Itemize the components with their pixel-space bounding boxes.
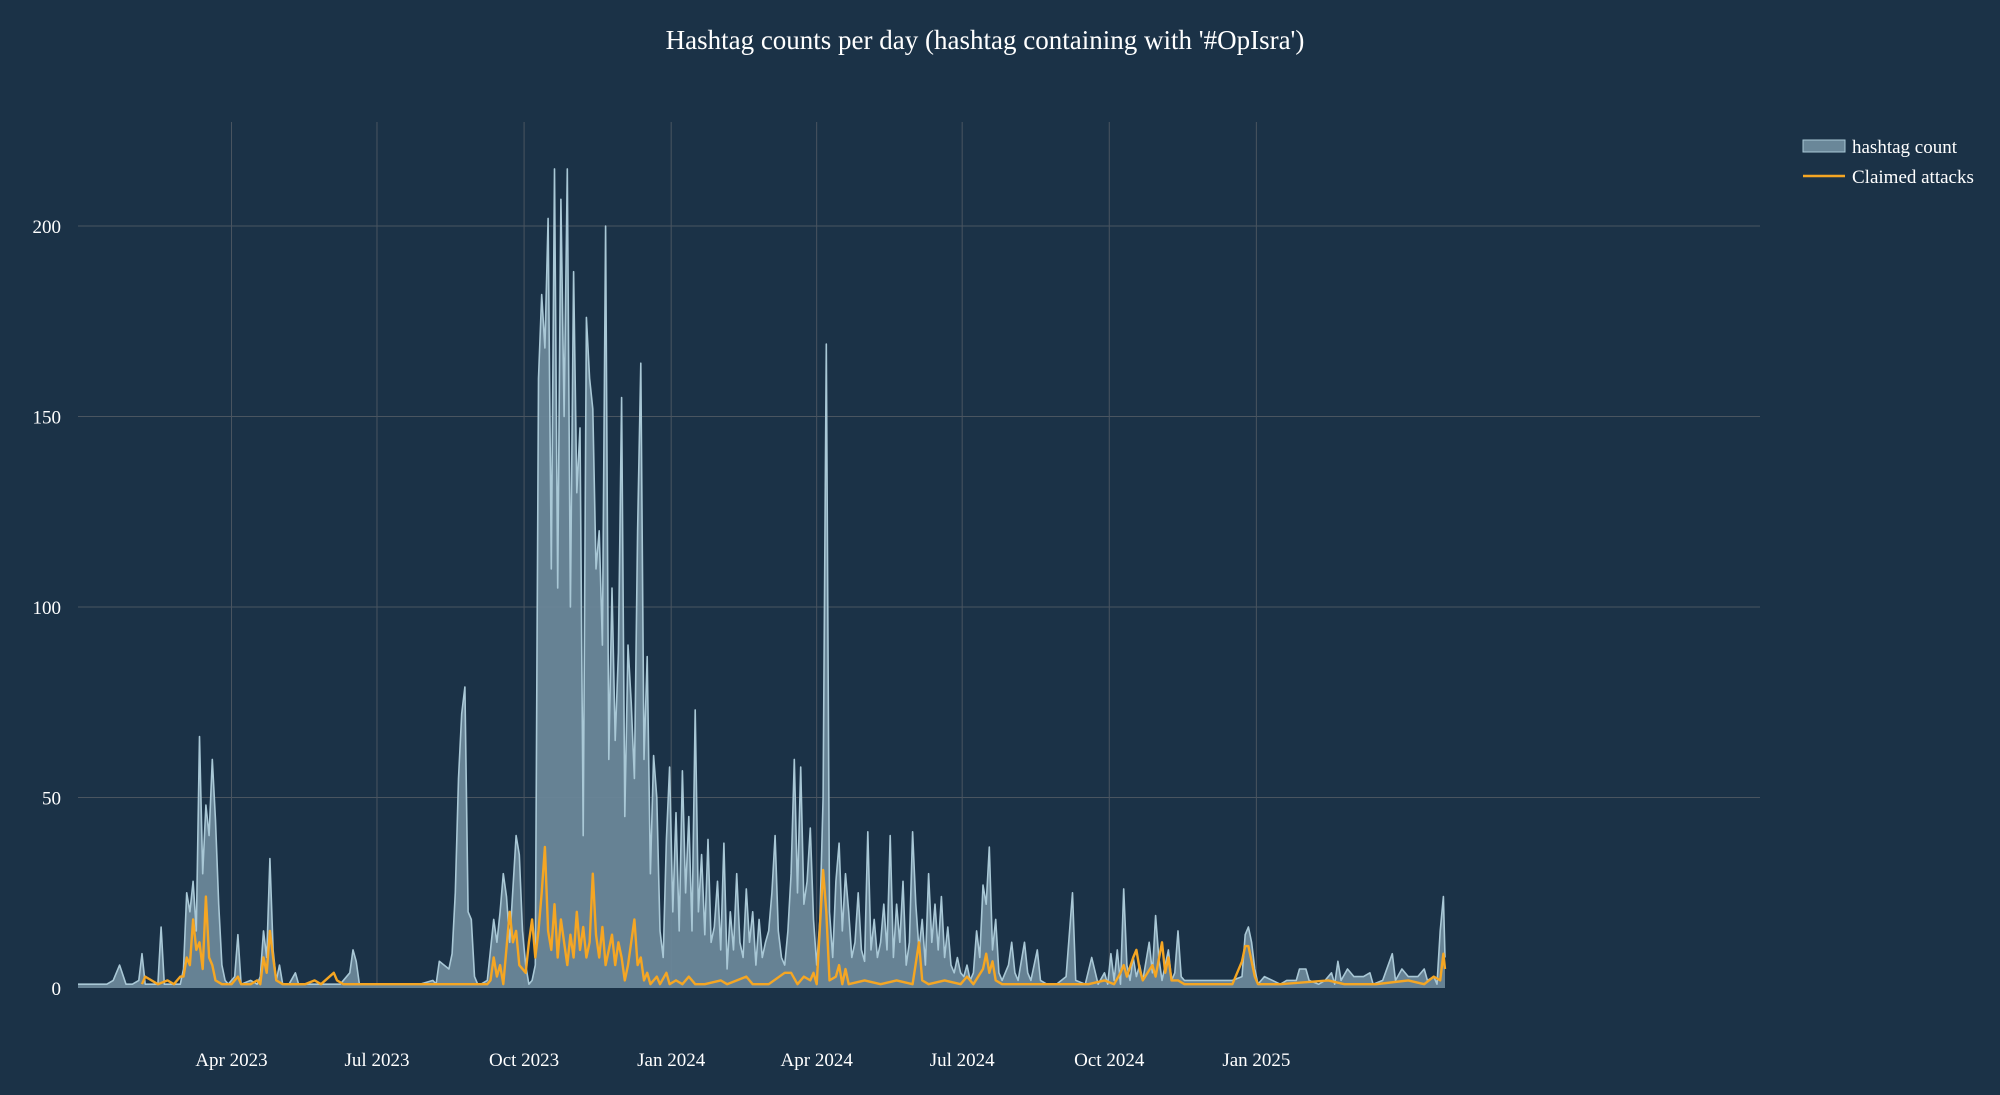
hashtag-count-area <box>78 168 1445 988</box>
series-layer <box>78 168 1447 988</box>
x-tick-label: Oct 2023 <box>489 1050 559 1071</box>
legend-label-claimed-attacks: Claimed attacks <box>1852 167 1974 188</box>
y-tick-label: 50 <box>42 789 61 810</box>
chart-title: Hashtag counts per day (hashtag containi… <box>666 25 1305 55</box>
x-tick-label: Jan 2025 <box>1222 1050 1290 1071</box>
y-tick-label: 100 <box>33 598 62 619</box>
legend-swatch-hashtag-count <box>1802 139 1846 153</box>
grid-layer <box>78 122 1760 988</box>
x-tick-label: Apr 2023 <box>195 1050 267 1071</box>
claimed-attacks-line <box>140 845 1447 986</box>
hashtag-count-line <box>78 168 1446 985</box>
x-tick-label: Jan 2024 <box>637 1050 706 1071</box>
x-tick-label: Jul 2023 <box>345 1050 410 1071</box>
x-tick-label: Oct 2024 <box>1074 1050 1145 1071</box>
x-tick-label: Jul 2024 <box>930 1050 995 1071</box>
y-tick-label: 200 <box>33 217 62 238</box>
y-tick-label: 0 <box>52 979 62 1000</box>
legend-label-hashtag-count: hashtag count <box>1852 137 1958 158</box>
axis-layer: 0 50 100 150 200 Apr 2023 Jul 2023 Oct 2023 Jan … <box>33 217 1291 1071</box>
y-tick-label: 150 <box>33 408 62 429</box>
legend[interactable]: hashtag count Claimed attacks <box>1802 137 1974 188</box>
x-tick-label: Apr 2024 <box>781 1050 854 1071</box>
